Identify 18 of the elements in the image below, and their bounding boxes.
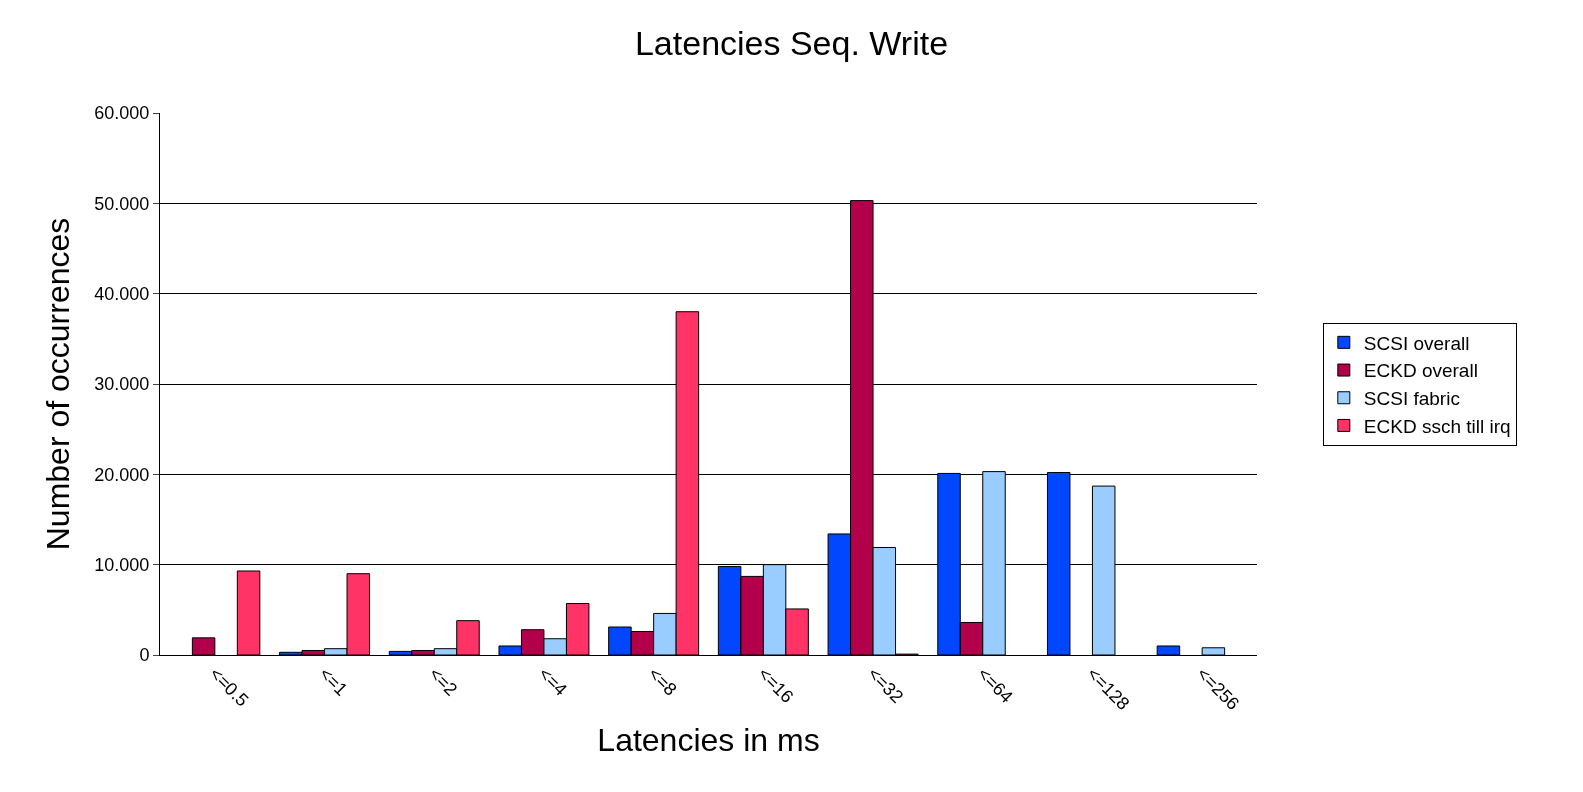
y-tick-label: 10.000 xyxy=(94,554,150,575)
legend-label: ECKD ssch till irq xyxy=(1363,415,1511,437)
chart-title: Latencies Seq. Write xyxy=(634,24,949,63)
y-tick-label: 0 xyxy=(139,645,150,666)
y-tick-label: 50.000 xyxy=(94,193,150,214)
y-tick-label: 40.000 xyxy=(94,283,150,304)
x-tick-label: <=2 xyxy=(425,663,462,700)
y-tick-label: 60.000 xyxy=(94,103,150,124)
legend-label: ECKD overall xyxy=(1363,360,1478,382)
y-tick-label: 20.000 xyxy=(94,464,150,485)
legend-label: SCSI overall xyxy=(1363,332,1470,354)
x-tick-label: <=8 xyxy=(644,663,681,700)
x-tick-label: <=4 xyxy=(534,663,571,700)
y-axis-title: Number of occurrences xyxy=(39,217,76,551)
legend-label: SCSI fabric xyxy=(1363,388,1460,410)
y-tick-label: 30.000 xyxy=(94,374,150,395)
x-axis-title: Latencies in ms xyxy=(597,721,820,758)
x-tick-label: <=1 xyxy=(315,663,352,700)
